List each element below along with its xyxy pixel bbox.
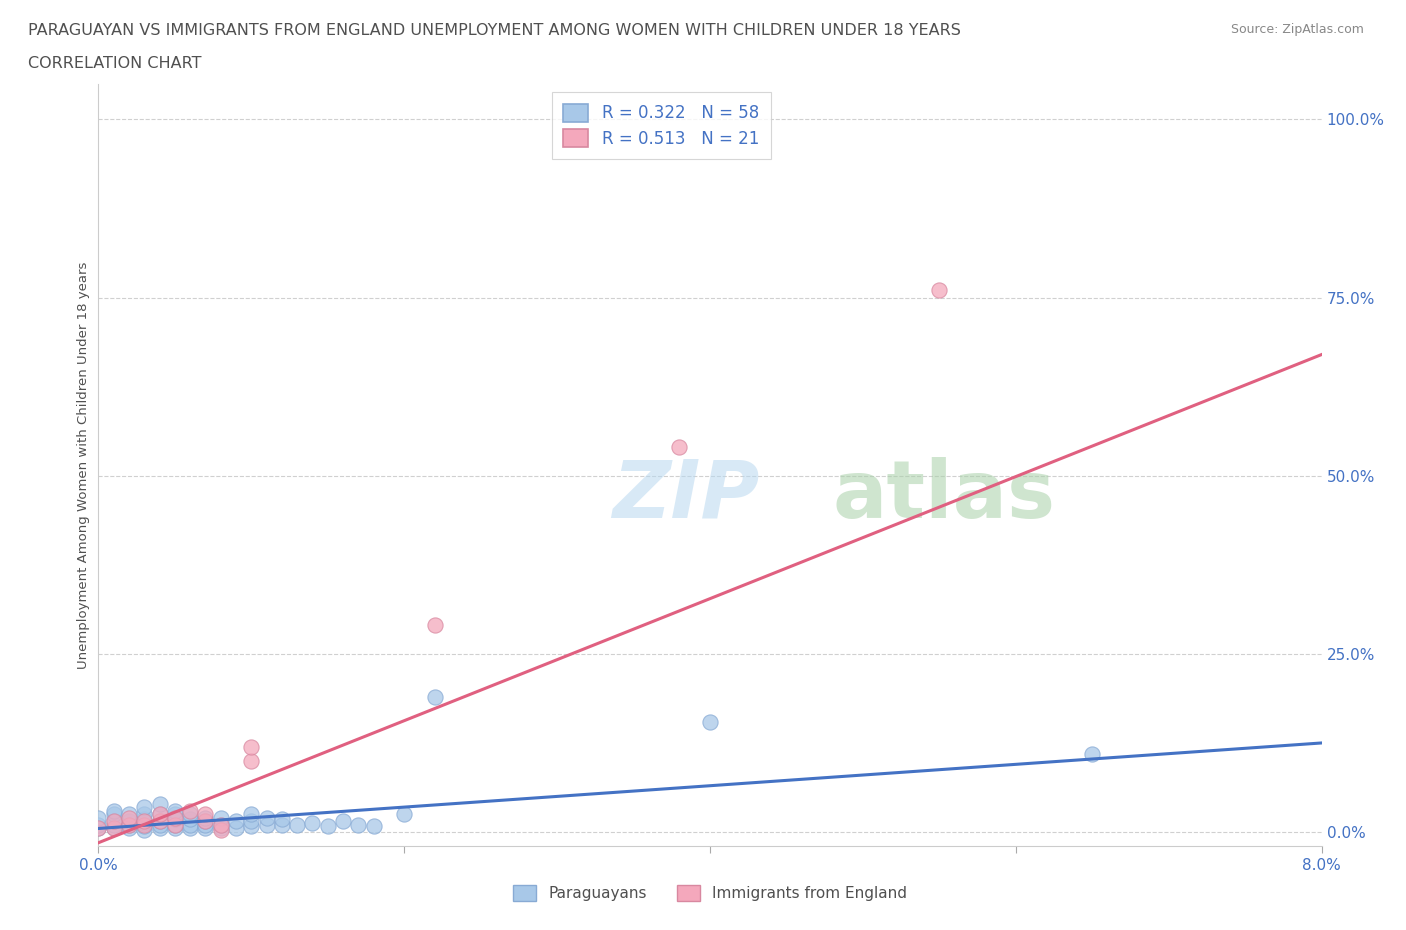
Point <box>118 817 141 832</box>
Text: ZIP: ZIP <box>612 457 759 535</box>
Point <box>240 807 263 822</box>
Point <box>392 807 416 822</box>
Point <box>87 810 110 825</box>
Point <box>149 814 172 829</box>
Point <box>225 814 247 829</box>
Point <box>256 817 278 832</box>
Point <box>134 814 156 829</box>
Point <box>423 618 446 632</box>
Point <box>134 817 156 832</box>
Point <box>149 817 172 832</box>
Text: Source: ZipAtlas.com: Source: ZipAtlas.com <box>1230 23 1364 36</box>
Text: PARAGUAYAN VS IMMIGRANTS FROM ENGLAND UNEMPLOYMENT AMONG WOMEN WITH CHILDREN UND: PARAGUAYAN VS IMMIGRANTS FROM ENGLAND UN… <box>28 23 960 38</box>
Point <box>103 807 125 822</box>
Point <box>118 810 141 825</box>
Legend: Paraguayans, Immigrants from England: Paraguayans, Immigrants from England <box>506 879 914 908</box>
Point <box>347 817 370 832</box>
Point <box>209 817 232 832</box>
Point <box>134 807 156 822</box>
Point <box>332 814 354 829</box>
Text: atlas: atlas <box>832 457 1056 535</box>
Point <box>194 817 217 832</box>
Point <box>118 817 141 832</box>
Point <box>179 804 201 818</box>
Point <box>134 800 156 815</box>
Point <box>149 807 172 822</box>
Point <box>103 821 125 836</box>
Point <box>209 821 232 836</box>
Point <box>285 817 308 832</box>
Y-axis label: Unemployment Among Women with Children Under 18 years: Unemployment Among Women with Children U… <box>77 261 90 669</box>
Point <box>149 807 172 822</box>
Point <box>179 812 201 827</box>
Point <box>87 821 110 836</box>
Point <box>240 739 263 754</box>
Point <box>103 821 125 836</box>
Point <box>149 796 172 811</box>
Point <box>163 817 186 832</box>
Point <box>149 821 172 836</box>
Point <box>240 819 263 834</box>
Point <box>363 819 385 834</box>
Point <box>163 804 186 818</box>
Point <box>163 810 186 825</box>
Point <box>209 810 232 825</box>
Point <box>270 812 294 827</box>
Point <box>240 753 263 768</box>
Point <box>118 807 141 822</box>
Point <box>209 822 232 837</box>
Point <box>103 804 125 818</box>
Point <box>134 819 156 834</box>
Point <box>134 822 156 837</box>
Point <box>1081 746 1104 761</box>
Point <box>194 807 217 822</box>
Point <box>163 812 186 827</box>
Point <box>194 821 217 836</box>
Point <box>163 821 186 836</box>
Point <box>163 807 186 822</box>
Point <box>118 814 141 829</box>
Point <box>149 814 172 829</box>
Point <box>179 821 201 836</box>
Point <box>134 812 156 827</box>
Point <box>240 814 263 829</box>
Point <box>225 821 247 836</box>
Point <box>163 817 186 832</box>
Point <box>103 817 125 832</box>
Point <box>103 814 125 829</box>
Point <box>928 283 950 298</box>
Point <box>316 819 339 834</box>
Text: CORRELATION CHART: CORRELATION CHART <box>28 56 201 71</box>
Point <box>256 810 278 825</box>
Point <box>194 810 217 825</box>
Point <box>194 814 217 829</box>
Point <box>301 816 323 830</box>
Point <box>134 816 156 830</box>
Point <box>423 689 446 704</box>
Point <box>87 821 110 836</box>
Point <box>118 821 141 836</box>
Point <box>270 817 294 832</box>
Point <box>179 817 201 832</box>
Point <box>699 714 721 729</box>
Point <box>668 440 690 455</box>
Point <box>87 817 110 832</box>
Point <box>103 814 125 829</box>
Point <box>194 814 217 829</box>
Point <box>179 807 201 822</box>
Point <box>209 817 232 832</box>
